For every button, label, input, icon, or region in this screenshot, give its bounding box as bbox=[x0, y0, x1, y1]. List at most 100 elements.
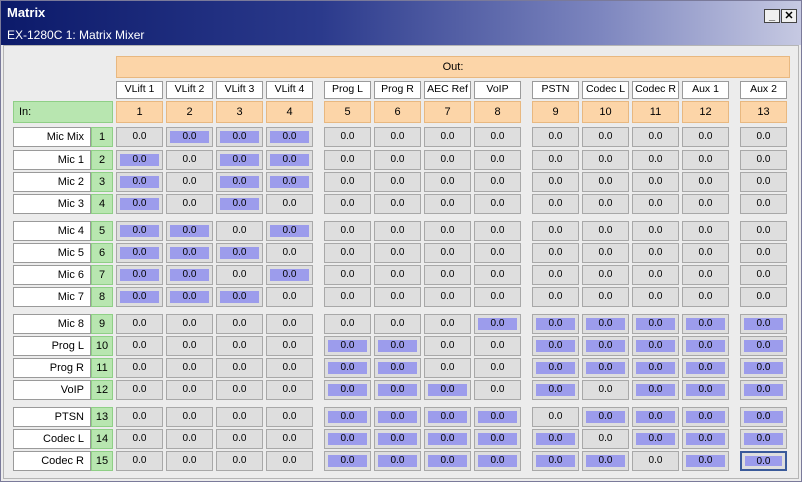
matrix-cell[interactable]: 0.0 bbox=[682, 172, 729, 192]
matrix-cell[interactable]: 0.0 bbox=[474, 336, 521, 356]
matrix-cell[interactable]: 0.0 bbox=[582, 243, 629, 263]
matrix-cell[interactable]: 0.0 bbox=[166, 314, 213, 334]
matrix-cell[interactable]: 0.0 bbox=[740, 358, 787, 378]
matrix-cell[interactable]: 0.0 bbox=[166, 172, 213, 192]
matrix-cell[interactable]: 0.0 bbox=[682, 221, 729, 241]
matrix-cell[interactable]: 0.0 bbox=[324, 287, 371, 307]
matrix-cell[interactable]: 0.0 bbox=[474, 150, 521, 170]
matrix-cell[interactable]: 0.0 bbox=[116, 150, 163, 170]
matrix-cell[interactable]: 0.0 bbox=[740, 150, 787, 170]
matrix-cell[interactable]: 0.0 bbox=[532, 287, 579, 307]
matrix-cell[interactable]: 0.0 bbox=[632, 429, 679, 449]
matrix-cell[interactable]: 0.0 bbox=[266, 407, 313, 427]
matrix-cell[interactable]: 0.0 bbox=[374, 407, 421, 427]
matrix-cell[interactable]: 0.0 bbox=[166, 243, 213, 263]
matrix-cell[interactable]: 0.0 bbox=[266, 243, 313, 263]
close-button[interactable]: ✕ bbox=[781, 9, 797, 23]
matrix-cell[interactable]: 0.0 bbox=[632, 314, 679, 334]
matrix-cell[interactable]: 0.0 bbox=[116, 451, 163, 471]
matrix-cell[interactable]: 0.0 bbox=[116, 380, 163, 400]
matrix-cell[interactable]: 0.0 bbox=[474, 287, 521, 307]
matrix-cell[interactable]: 0.0 bbox=[632, 172, 679, 192]
matrix-cell[interactable]: 0.0 bbox=[740, 429, 787, 449]
matrix-cell[interactable]: 0.0 bbox=[116, 221, 163, 241]
matrix-cell[interactable]: 0.0 bbox=[166, 429, 213, 449]
matrix-cell[interactable]: 0.0 bbox=[116, 336, 163, 356]
matrix-cell[interactable]: 0.0 bbox=[474, 243, 521, 263]
matrix-cell[interactable]: 0.0 bbox=[166, 194, 213, 214]
matrix-cell[interactable]: 0.0 bbox=[532, 451, 579, 471]
matrix-cell[interactable]: 0.0 bbox=[424, 336, 471, 356]
matrix-cell[interactable]: 0.0 bbox=[324, 221, 371, 241]
matrix-cell[interactable]: 0.0 bbox=[474, 172, 521, 192]
matrix-cell[interactable]: 0.0 bbox=[266, 336, 313, 356]
matrix-cell[interactable]: 0.0 bbox=[740, 451, 787, 471]
matrix-cell[interactable]: 0.0 bbox=[216, 451, 263, 471]
matrix-cell[interactable]: 0.0 bbox=[632, 451, 679, 471]
matrix-cell[interactable]: 0.0 bbox=[216, 336, 263, 356]
matrix-cell[interactable]: 0.0 bbox=[532, 358, 579, 378]
matrix-cell[interactable]: 0.0 bbox=[266, 380, 313, 400]
matrix-cell[interactable]: 0.0 bbox=[374, 287, 421, 307]
matrix-cell[interactable]: 0.0 bbox=[582, 336, 629, 356]
matrix-cell[interactable]: 0.0 bbox=[532, 127, 579, 147]
matrix-cell[interactable]: 0.0 bbox=[116, 429, 163, 449]
matrix-cell[interactable]: 0.0 bbox=[374, 336, 421, 356]
matrix-cell[interactable]: 0.0 bbox=[374, 194, 421, 214]
matrix-cell[interactable]: 0.0 bbox=[424, 429, 471, 449]
matrix-cell[interactable]: 0.0 bbox=[374, 380, 421, 400]
matrix-cell[interactable]: 0.0 bbox=[632, 127, 679, 147]
matrix-cell[interactable]: 0.0 bbox=[582, 194, 629, 214]
matrix-cell[interactable]: 0.0 bbox=[216, 429, 263, 449]
matrix-cell[interactable]: 0.0 bbox=[632, 358, 679, 378]
minimize-button[interactable]: _ bbox=[764, 9, 780, 23]
matrix-cell[interactable]: 0.0 bbox=[116, 265, 163, 285]
matrix-cell[interactable]: 0.0 bbox=[582, 172, 629, 192]
matrix-cell[interactable]: 0.0 bbox=[324, 172, 371, 192]
matrix-cell[interactable]: 0.0 bbox=[324, 265, 371, 285]
matrix-cell[interactable]: 0.0 bbox=[740, 407, 787, 427]
matrix-cell[interactable]: 0.0 bbox=[166, 407, 213, 427]
matrix-cell[interactable]: 0.0 bbox=[474, 407, 521, 427]
matrix-cell[interactable]: 0.0 bbox=[582, 358, 629, 378]
matrix-cell[interactable]: 0.0 bbox=[324, 407, 371, 427]
matrix-cell[interactable]: 0.0 bbox=[374, 451, 421, 471]
matrix-cell[interactable]: 0.0 bbox=[166, 265, 213, 285]
matrix-cell[interactable]: 0.0 bbox=[216, 172, 263, 192]
matrix-cell[interactable]: 0.0 bbox=[632, 243, 679, 263]
matrix-cell[interactable]: 0.0 bbox=[374, 127, 421, 147]
matrix-cell[interactable]: 0.0 bbox=[116, 287, 163, 307]
matrix-cell[interactable]: 0.0 bbox=[216, 380, 263, 400]
matrix-cell[interactable]: 0.0 bbox=[740, 243, 787, 263]
matrix-cell[interactable]: 0.0 bbox=[682, 429, 729, 449]
matrix-cell[interactable]: 0.0 bbox=[582, 407, 629, 427]
matrix-cell[interactable]: 0.0 bbox=[582, 221, 629, 241]
matrix-cell[interactable]: 0.0 bbox=[424, 265, 471, 285]
matrix-cell[interactable]: 0.0 bbox=[632, 194, 679, 214]
matrix-cell[interactable]: 0.0 bbox=[216, 287, 263, 307]
matrix-cell[interactable]: 0.0 bbox=[116, 407, 163, 427]
matrix-cell[interactable]: 0.0 bbox=[324, 314, 371, 334]
matrix-cell[interactable]: 0.0 bbox=[374, 265, 421, 285]
matrix-cell[interactable]: 0.0 bbox=[216, 265, 263, 285]
matrix-cell[interactable]: 0.0 bbox=[216, 243, 263, 263]
matrix-cell[interactable]: 0.0 bbox=[582, 287, 629, 307]
matrix-cell[interactable]: 0.0 bbox=[116, 358, 163, 378]
matrix-cell[interactable]: 0.0 bbox=[532, 380, 579, 400]
matrix-cell[interactable]: 0.0 bbox=[532, 265, 579, 285]
matrix-cell[interactable]: 0.0 bbox=[582, 150, 629, 170]
matrix-cell[interactable]: 0.0 bbox=[166, 127, 213, 147]
matrix-cell[interactable]: 0.0 bbox=[266, 127, 313, 147]
matrix-cell[interactable]: 0.0 bbox=[682, 127, 729, 147]
matrix-cell[interactable]: 0.0 bbox=[324, 150, 371, 170]
matrix-cell[interactable]: 0.0 bbox=[474, 265, 521, 285]
matrix-cell[interactable]: 0.0 bbox=[266, 358, 313, 378]
matrix-cell[interactable]: 0.0 bbox=[532, 150, 579, 170]
matrix-cell[interactable]: 0.0 bbox=[582, 127, 629, 147]
matrix-cell[interactable]: 0.0 bbox=[116, 243, 163, 263]
matrix-cell[interactable]: 0.0 bbox=[216, 314, 263, 334]
matrix-cell[interactable]: 0.0 bbox=[582, 380, 629, 400]
matrix-cell[interactable]: 0.0 bbox=[166, 336, 213, 356]
matrix-cell[interactable]: 0.0 bbox=[740, 172, 787, 192]
matrix-cell[interactable]: 0.0 bbox=[474, 127, 521, 147]
